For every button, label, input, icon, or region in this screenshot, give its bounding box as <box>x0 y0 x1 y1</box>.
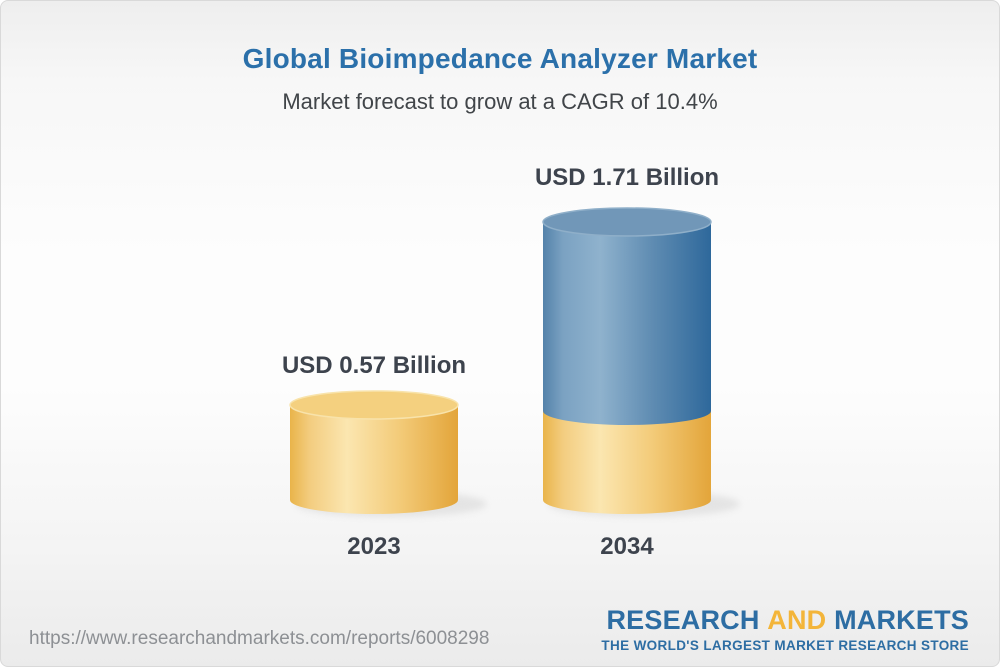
logo-wordmark: RESEARCH AND MARKETS <box>606 604 969 635</box>
category-label-2023: 2023 <box>347 533 401 560</box>
page-title: Global Bioimpedance Analyzer Market <box>242 43 758 74</box>
source-url: https://www.researchandmarkets.com/repor… <box>29 628 490 649</box>
bar-2034-base-segment <box>543 411 711 514</box>
bar-2034-growth-segment <box>543 222 711 425</box>
logo-word-research: RESEARCH <box>606 604 760 635</box>
page-subtitle: Market forecast to grow at a CAGR of 10.… <box>282 89 718 114</box>
value-label-2034: USD 1.71 Billion <box>534 164 720 191</box>
logo-word-and: AND <box>767 604 827 635</box>
bar-2034-cylinder <box>542 207 712 514</box>
value-label-2023: USD 0.57 Billion <box>281 352 467 379</box>
logo-word-markets: MARKETS <box>834 604 969 635</box>
research-and-markets-logo: RESEARCH AND MARKETS THE WORLD'S LARGEST… <box>601 604 969 653</box>
category-label-2034: 2034 <box>600 533 654 560</box>
bar-2023-cylinder <box>289 390 459 514</box>
logo-tagline: THE WORLD'S LARGEST MARKET RESEARCH STOR… <box>601 637 969 653</box>
